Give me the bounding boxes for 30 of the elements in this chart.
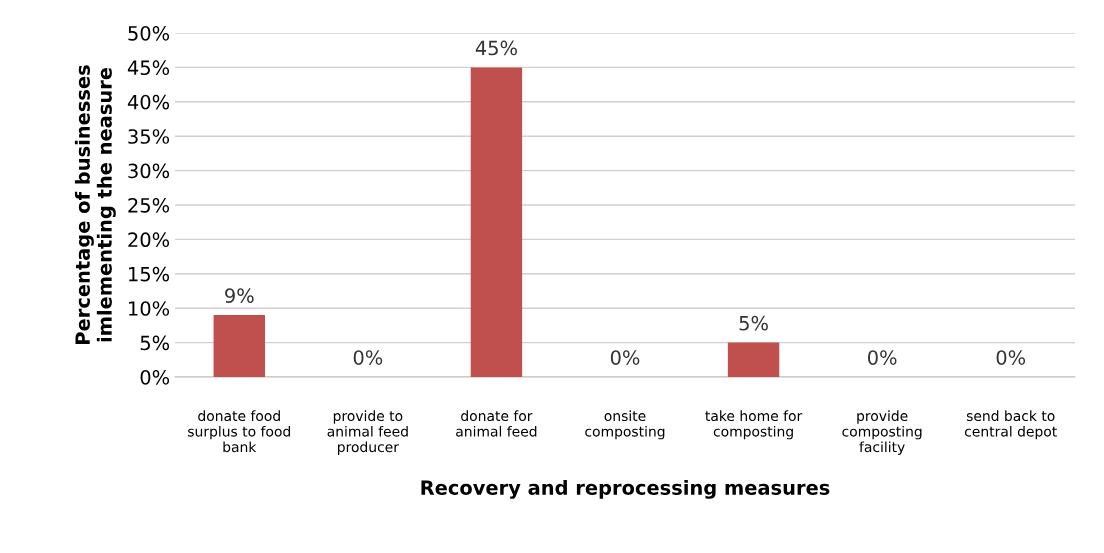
y-tick-label: 20% <box>128 232 170 248</box>
data-label: 9% <box>225 288 254 303</box>
x-axis-title: Recovery and reprocessing measures <box>421 479 830 499</box>
y-tick-label: 10% <box>129 301 170 316</box>
x-tick-label: donate food surplus to food bank <box>188 410 290 453</box>
x-tick-label: provide to animal feed producer <box>327 410 408 455</box>
data-label: 45% <box>475 40 517 56</box>
data-label: 0% <box>353 350 383 365</box>
data-label: 0% <box>610 350 640 365</box>
x-tick-label: provide composting facility <box>842 410 922 455</box>
data-label: 0% <box>996 350 1026 365</box>
x-tick-label: send back to central depot <box>964 410 1057 440</box>
data-label: 5% <box>739 315 768 331</box>
y-tick-label: 0% <box>140 369 170 385</box>
bar <box>727 342 780 377</box>
y-tick-label: 15% <box>129 266 170 282</box>
x-tick-label: donate for animal feed <box>456 410 537 437</box>
y-tick-label: 35% <box>128 129 170 144</box>
y-tick-label: 40% <box>127 94 170 110</box>
bar <box>213 315 265 377</box>
y-tick-label: 45% <box>127 60 170 76</box>
bar <box>470 67 523 377</box>
y-tick-label: 5% <box>140 335 170 351</box>
x-tick-label: take home for composting <box>705 410 803 440</box>
y-tick-label: 30% <box>128 163 170 179</box>
y-tick-label: 25% <box>128 197 170 213</box>
data-label: 0% <box>868 350 897 365</box>
y-tick-label: 50% <box>128 25 170 41</box>
y-axis-title: Percentage of businesses imlementing the neasure <box>74 65 116 344</box>
x-tick-label: onsite composting <box>585 410 665 440</box>
